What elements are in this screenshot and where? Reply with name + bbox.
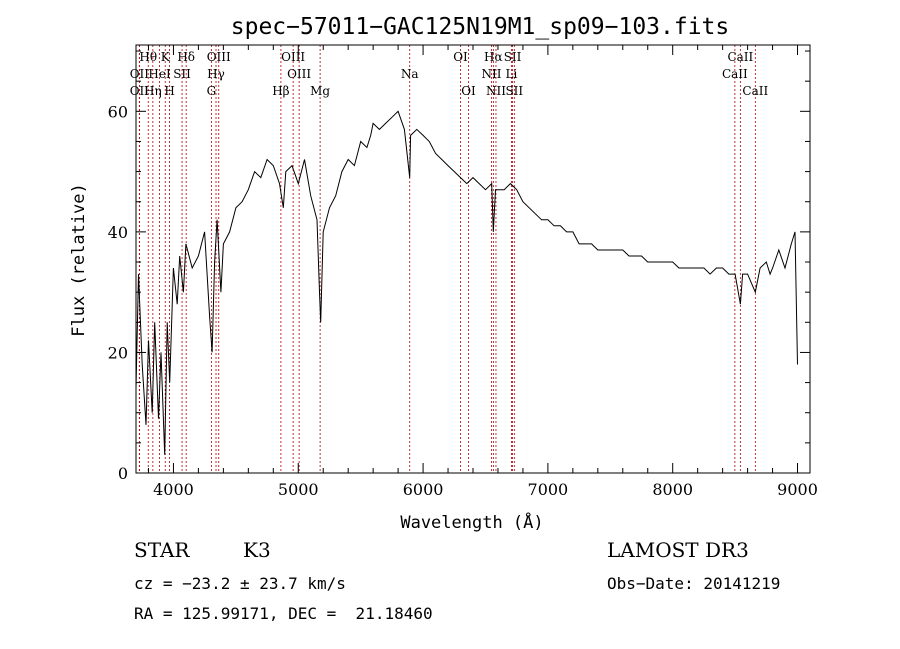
line-marker-label: OII — [130, 84, 150, 98]
x-tick-label: 7000 — [528, 480, 569, 499]
plot-frame — [135, 44, 811, 474]
object-class: STAR — [134, 538, 190, 562]
spectrum-series-line — [135, 110, 798, 455]
line-marker-label: OII — [130, 67, 150, 81]
line-marker-label: Hα — [484, 50, 503, 64]
y-tick-label: 40 — [108, 223, 128, 242]
line-marker-label: NII — [481, 67, 501, 81]
line-marker-label: OIII — [287, 67, 311, 81]
y-tick-label: 20 — [108, 343, 128, 362]
line-marker-label: OI — [461, 84, 476, 98]
line-marker-label: CaII — [722, 67, 748, 81]
line-marker-label: CaII — [742, 84, 768, 98]
line-marker-label: NII — [486, 84, 506, 98]
x-axis-ticks: 4000 5000 6000 7000 8000 9000 — [147, 45, 818, 499]
line-marker-label: OIII — [281, 50, 305, 64]
y-axis-ticks: 0 20 40 60 — [108, 50, 810, 483]
redshift-text: cz = −23.2 ± 23.7 km/s — [134, 574, 346, 593]
line-marker-label: SII — [504, 50, 522, 64]
x-axis-label: Wavelength (Å) — [400, 511, 543, 533]
line-marker-label: Hη — [144, 84, 162, 98]
line-marker-label: H — [164, 84, 174, 98]
line-marker-label: Na — [401, 67, 419, 81]
line-marker-label: Li — [506, 67, 518, 81]
x-tick-label: 6000 — [403, 480, 444, 499]
line-marker-label: OIII — [207, 50, 231, 64]
survey-name: LAMOST DR3 — [607, 538, 749, 562]
object-subclass: K3 — [243, 538, 271, 562]
line-marker-label: CaII — [727, 50, 753, 64]
line-marker-labels: Hθ OII OII K HeI Hη H SII Hδ OIII Hγ G OIII OIII Hβ Mg N… — [130, 50, 769, 98]
coordinates-text: RA = 125.99171, DEC = 21.18460 — [134, 604, 433, 623]
line-marker-lines — [138, 45, 756, 473]
y-tick-label: 60 — [108, 102, 128, 121]
y-axis-label: Flux (relative) — [69, 183, 89, 337]
chart-title: spec−57011−GAC125N19M1_sp09−103.fits — [231, 14, 730, 40]
x-tick-label: 8000 — [652, 480, 693, 499]
line-marker-label: G — [207, 84, 217, 98]
line-marker-label: HeI — [148, 67, 171, 81]
observation-date: Obs−Date: 20141219 — [607, 574, 781, 593]
x-tick-label: 9000 — [777, 480, 818, 499]
line-marker-label: Hγ — [207, 67, 225, 81]
x-tick-label: 5000 — [278, 480, 319, 499]
line-marker-label: SII — [505, 84, 523, 98]
line-marker-label: SII — [173, 67, 191, 81]
line-marker-label: K — [161, 50, 171, 64]
line-marker-label: OI — [453, 50, 468, 64]
line-marker-label: Hθ — [139, 50, 157, 64]
y-tick-label: 0 — [118, 464, 128, 483]
line-marker-label: Mg — [310, 84, 330, 98]
line-marker-label: Hβ — [272, 84, 289, 98]
x-tick-label: 4000 — [153, 480, 194, 499]
line-marker-label: Hδ — [177, 50, 195, 64]
